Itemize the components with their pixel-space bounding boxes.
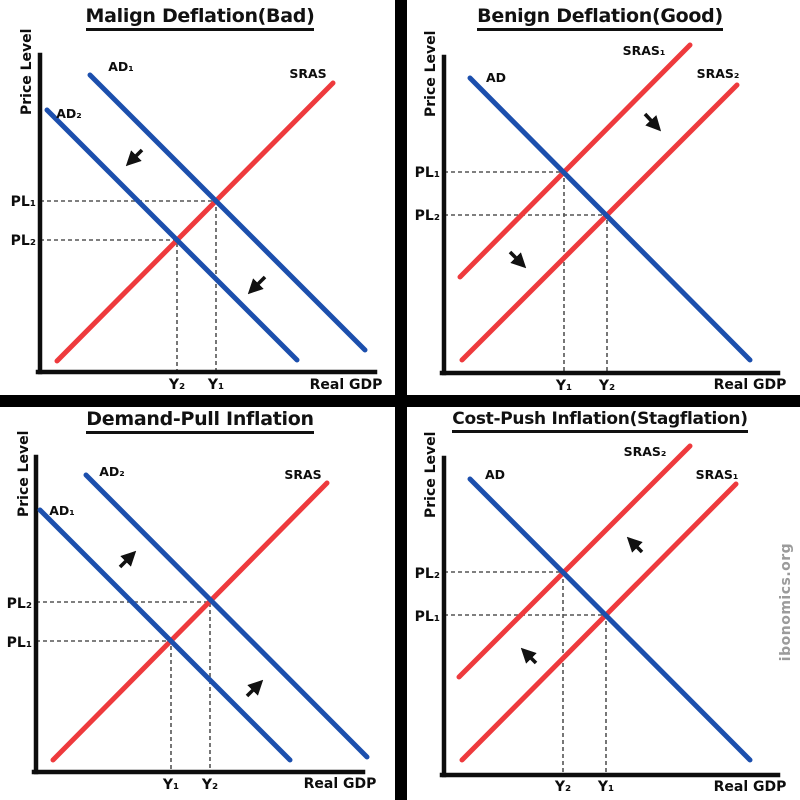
sras-shift-arrow-lower <box>508 250 527 269</box>
y1-label: Y₁ <box>162 777 179 793</box>
panel-title: Demand-Pull Inflation <box>0 409 400 434</box>
panel-title: Malign Deflation(Bad) <box>0 6 400 31</box>
y2-label: Y₂ <box>598 378 615 394</box>
panel-title: Cost-Push Inflation(Stagflation) <box>400 409 800 433</box>
y2-label: Y₂ <box>554 779 571 795</box>
sras-shift-arrow-lower <box>520 647 538 665</box>
x-axis-label: Real GDP <box>714 779 787 795</box>
y-axis-label: Price Level <box>423 432 439 518</box>
pl1-label: PL₁ <box>7 635 32 651</box>
ad-curve <box>467 476 753 763</box>
x-axis-label: Real GDP <box>304 776 377 792</box>
ad1-curve <box>37 507 293 763</box>
curve-label-sras2: SRAS₂ <box>624 444 667 459</box>
ad-shift-arrow-upper <box>125 148 144 167</box>
ad-shift-arrow-lower <box>247 275 267 295</box>
panel-title-text: Benign Deflation(Good) <box>477 6 723 31</box>
pl1-label: PL₁ <box>415 609 440 625</box>
y1-label: Y₁ <box>555 378 572 394</box>
ad2-curve <box>83 472 370 760</box>
pl2-label: PL₂ <box>7 596 32 612</box>
panel-benign-deflation: Benign Deflation(Good) Price Level Real … <box>400 0 800 400</box>
chart-demand-pull-inflation: Price Level Real GDP AD₂ AD₁ SRAS PL₂ PL… <box>7 431 377 793</box>
chart-cost-push-inflation: Price Level Real GDP AD SRAS₂ SRAS₁ PL₂ … <box>415 432 787 795</box>
sras-curve <box>50 480 330 763</box>
panel-malign-deflation: Malign Deflation(Bad) Price Level Real G… <box>0 0 400 400</box>
ad-curve <box>467 75 753 363</box>
y2-label: Y₂ <box>168 377 185 393</box>
ad-shift-arrow-upper <box>118 550 137 569</box>
curve-label-ad1: AD₁ <box>108 59 134 74</box>
curve-label-sras1: SRAS₁ <box>696 467 739 482</box>
chart-malign-deflation: Price Level Real GDP AD₁ AD₂ SRAS PL₁ PL… <box>11 29 383 393</box>
curve-label-sras1: SRAS₁ <box>623 43 666 58</box>
panel-title-text: Cost-Push Inflation(Stagflation) <box>452 410 748 433</box>
sras-shift-arrow-upper <box>643 112 662 132</box>
y1-label: Y₁ <box>207 377 224 393</box>
ad1-curve <box>87 72 368 353</box>
x-axis-label: Real GDP <box>310 377 383 393</box>
pl2-label: PL₂ <box>415 566 440 582</box>
panel-title-text: Demand-Pull Inflation <box>86 409 314 434</box>
y-axis-label: Price Level <box>16 431 32 517</box>
curve-label-ad: AD <box>485 467 505 482</box>
curve-label-ad: AD <box>486 70 506 85</box>
ad-shift-arrow-lower <box>245 679 264 698</box>
x-axis-label: Real GDP <box>714 377 787 393</box>
pl2-label: PL₂ <box>415 208 440 224</box>
curve-label-sras2: SRAS₂ <box>697 66 740 81</box>
chart-benign-deflation: Price Level Real GDP AD SRAS₁ SRAS₂ PL₁ … <box>415 31 787 394</box>
pl2-guide-line <box>36 601 211 772</box>
sras2-curve <box>459 82 740 363</box>
sras2-curve <box>456 443 693 680</box>
y-axis-label: Price Level <box>423 31 439 117</box>
sras1-curve <box>457 42 693 280</box>
ad2-curve <box>44 107 300 363</box>
curve-label-ad1: AD₁ <box>49 503 75 518</box>
curve-label-sras: SRAS <box>289 66 326 81</box>
sras-shift-arrow-upper <box>626 536 644 554</box>
pl1-label: PL₁ <box>415 165 440 181</box>
horizontal-divider <box>0 395 800 407</box>
panel-cost-push-inflation: Cost-Push Inflation(Stagflation) Price L… <box>400 400 800 800</box>
y-axis-label: Price Level <box>19 29 35 115</box>
sras-curve <box>54 80 336 364</box>
pl2-label: PL₂ <box>11 233 36 249</box>
panel-title: Benign Deflation(Good) <box>400 6 800 31</box>
panel-title-text: Malign Deflation(Bad) <box>85 6 315 31</box>
curve-label-ad2: AD₂ <box>56 106 82 121</box>
y2-label: Y₂ <box>201 777 218 793</box>
y1-label: Y₁ <box>597 779 614 795</box>
pl1-label: PL₁ <box>11 194 36 210</box>
watermark: ibonomics.org <box>778 542 794 662</box>
curve-label-sras: SRAS <box>284 467 321 482</box>
curve-label-ad2: AD₂ <box>99 464 125 479</box>
sras1-curve <box>459 481 739 763</box>
panel-demand-pull-inflation: Demand-Pull Inflation Price Level Real G… <box>0 400 400 800</box>
